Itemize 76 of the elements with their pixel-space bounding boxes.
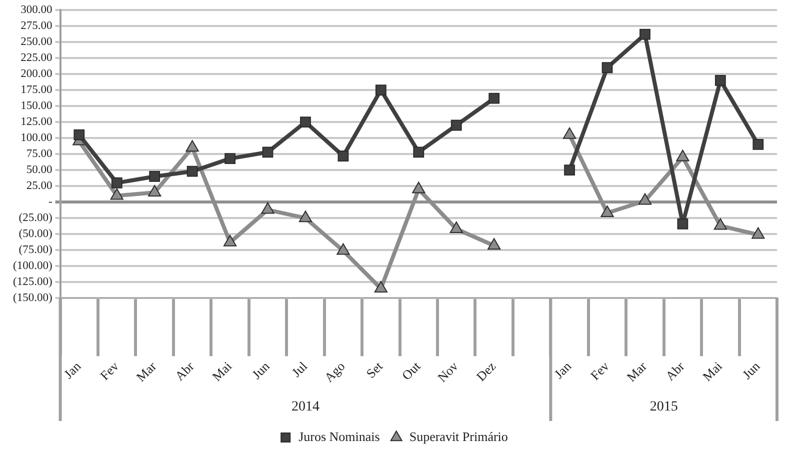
- y-tick-label: 25.00: [26, 180, 53, 192]
- point: [488, 238, 501, 250]
- point: [714, 218, 727, 230]
- point: [564, 164, 575, 176]
- point: [488, 92, 500, 104]
- y-tick-label: 125.00: [20, 116, 53, 128]
- x-tick-label: Mai: [209, 358, 235, 384]
- y-tick-label: 50.00: [26, 164, 53, 176]
- point: [752, 227, 765, 239]
- y-tick-label: (25.00): [18, 212, 52, 224]
- y-tick-label: 150.00: [20, 100, 53, 112]
- point: [111, 177, 122, 188]
- x-tick-label: Jun: [248, 358, 273, 382]
- point: [562, 127, 576, 139]
- y-tick-label: (100.00): [12, 260, 52, 272]
- y-tick-label: (125.00): [12, 276, 52, 288]
- y-tick-label: 75.00: [26, 148, 53, 160]
- point: [186, 140, 199, 152]
- x-tick-label: Nov: [434, 358, 462, 386]
- point: [450, 120, 462, 131]
- point: [149, 171, 160, 182]
- legend-label: Superavit Primário: [409, 428, 508, 444]
- y-tick-label: 100.00: [20, 132, 53, 144]
- legend-label: Juros Nominais: [298, 428, 380, 444]
- point: [413, 146, 424, 158]
- point: [74, 129, 85, 140]
- x-tick-label: Fev: [97, 358, 122, 383]
- point: [752, 139, 764, 150]
- x-tick-label: Mai: [700, 358, 726, 384]
- y-tick-label: 250.00: [20, 36, 53, 48]
- point: [676, 150, 690, 162]
- x-tick-label: Mar: [624, 358, 650, 385]
- y-tick-label: (150.00): [12, 292, 52, 304]
- point: [223, 234, 237, 246]
- x-tick-label: Fev: [587, 358, 612, 383]
- point: [261, 202, 274, 214]
- y-tick-label: -: [48, 196, 52, 208]
- point: [262, 146, 274, 158]
- point: [600, 205, 614, 217]
- point: [374, 281, 388, 293]
- point: [300, 116, 311, 128]
- y-tick-label: 175.00: [20, 84, 53, 96]
- x-tick-label: Mar: [133, 358, 160, 385]
- point: [338, 150, 349, 162]
- point: [602, 62, 613, 74]
- point: [110, 188, 124, 200]
- point: [298, 210, 312, 222]
- x-tick-label: Dez: [473, 358, 499, 384]
- y-tick-label: (75.00): [18, 244, 52, 256]
- x-tick-label: Jan: [60, 358, 84, 382]
- x-tick-label: Set: [363, 358, 386, 381]
- y-tick-label: 225.00: [20, 52, 53, 64]
- x-tick-label: Jan: [551, 358, 574, 382]
- point: [375, 84, 386, 96]
- point: [677, 218, 688, 230]
- text: 2014: [291, 400, 320, 415]
- y-tick-label: 300.00: [20, 4, 53, 16]
- point: [336, 243, 350, 255]
- x-tick-label: Abr: [172, 358, 198, 384]
- x-tick-label: Ago: [321, 358, 348, 386]
- point: [450, 221, 463, 233]
- point: [638, 193, 652, 205]
- x-tick-label: Out: [398, 358, 424, 383]
- y-tick-label: 200.00: [20, 68, 53, 80]
- point: [148, 184, 162, 196]
- point: [714, 74, 726, 86]
- point: [412, 182, 426, 194]
- x-tick-label: Jul: [288, 358, 310, 380]
- point: [640, 28, 650, 40]
- y-tick-label: (50.00): [18, 228, 52, 240]
- point: [186, 166, 198, 177]
- x-tick-label: Abr: [662, 358, 688, 384]
- y-tick-label: 275.00: [20, 20, 53, 32]
- point: [224, 153, 236, 164]
- text: 2015: [650, 400, 678, 415]
- x-tick-label: Jun: [739, 358, 764, 382]
